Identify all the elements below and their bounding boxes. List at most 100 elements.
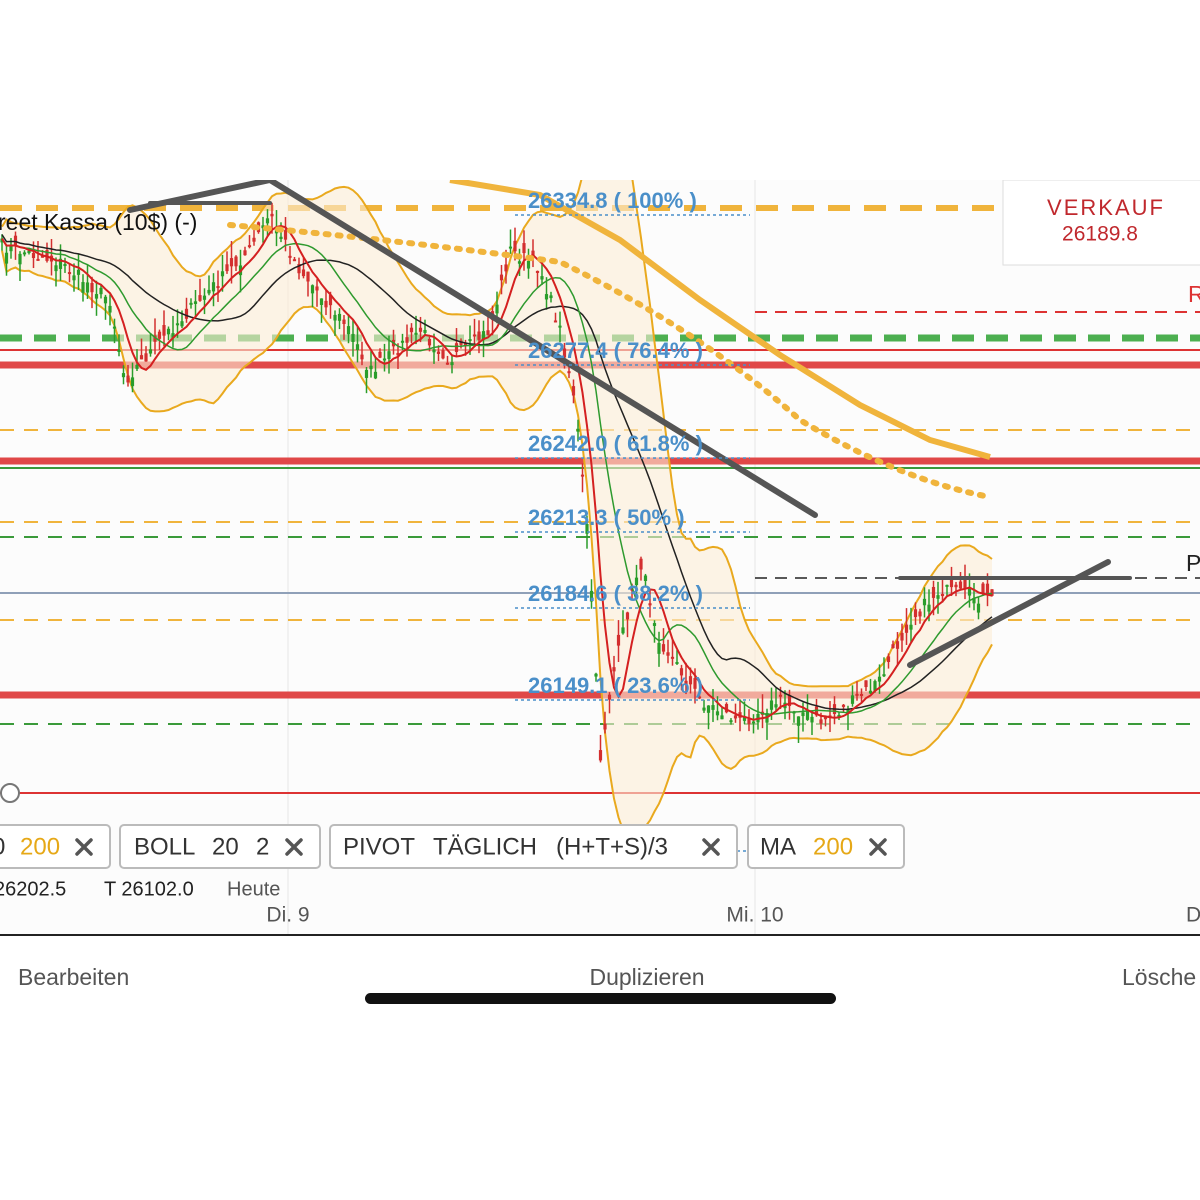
candle xyxy=(990,589,994,596)
candle xyxy=(540,276,544,280)
indicator-chip[interactable] xyxy=(747,824,905,869)
indicator-chip[interactable] xyxy=(119,824,321,869)
chip-text: 0 xyxy=(0,833,5,860)
candle xyxy=(409,327,414,333)
candle xyxy=(774,704,778,708)
candle xyxy=(967,588,972,596)
candle xyxy=(45,250,49,261)
candle xyxy=(175,323,180,326)
candle xyxy=(351,333,355,342)
candle xyxy=(193,301,198,304)
candle xyxy=(927,604,931,612)
sell-price: 26189.8 xyxy=(1062,223,1138,246)
candle xyxy=(414,332,418,335)
candle xyxy=(396,352,400,356)
chip-text: TÄGLICH xyxy=(433,833,537,860)
candle xyxy=(324,300,328,308)
chip-text: MA xyxy=(760,833,796,860)
candle xyxy=(58,258,63,269)
indicator-chip[interactable] xyxy=(329,824,738,869)
candle xyxy=(445,362,450,365)
candle xyxy=(9,245,13,252)
close-icon[interactable] xyxy=(285,838,303,856)
candle xyxy=(823,716,828,720)
candle xyxy=(715,711,720,716)
candle xyxy=(333,314,337,321)
chip-text: 2 xyxy=(256,833,269,860)
candle xyxy=(405,337,409,343)
candle xyxy=(76,269,81,275)
chip-text: 200 xyxy=(20,833,60,860)
ma-black xyxy=(1,234,993,711)
toolbar-button[interactable]: Bearbeiten xyxy=(18,964,129,990)
candle xyxy=(112,326,117,329)
indicator-chip[interactable] xyxy=(0,824,111,869)
candle xyxy=(85,282,90,293)
candle xyxy=(751,721,756,724)
candle xyxy=(427,338,432,346)
candle xyxy=(549,295,553,299)
close-icon[interactable] xyxy=(702,838,720,856)
candle xyxy=(423,329,427,333)
toolbar-button[interactable]: Duplizieren xyxy=(589,964,704,990)
info: Heute xyxy=(227,878,280,900)
x-label: Di. 9 xyxy=(266,904,309,927)
candle xyxy=(778,694,783,697)
instrument: reet Kassa (10$) (-) xyxy=(0,209,197,235)
candle xyxy=(252,237,256,242)
candle xyxy=(963,578,967,589)
candle xyxy=(315,286,319,291)
candle xyxy=(589,590,594,602)
candle xyxy=(463,343,468,346)
candle xyxy=(103,296,108,304)
candle xyxy=(868,690,873,694)
ma-dotted xyxy=(227,222,993,500)
candle xyxy=(220,271,225,277)
x-label: D xyxy=(1186,904,1200,927)
candle xyxy=(162,325,166,336)
candle xyxy=(675,661,679,664)
candle xyxy=(531,250,535,257)
candle xyxy=(621,627,625,634)
candle xyxy=(13,235,18,246)
bollinger-fill xyxy=(2,180,992,840)
candle xyxy=(36,258,40,261)
candle xyxy=(31,253,36,259)
candle xyxy=(513,240,517,252)
sell-label: VERKAUF xyxy=(1047,195,1165,220)
candle xyxy=(355,344,360,350)
toolbar-button[interactable]: Lösche xyxy=(1122,964,1196,990)
handle[interactable] xyxy=(0,783,20,803)
candle xyxy=(337,313,342,321)
candle xyxy=(571,386,576,396)
sell-box[interactable] xyxy=(1002,180,1200,266)
candle xyxy=(171,333,175,338)
trend-lines xyxy=(127,180,1132,668)
candle xyxy=(706,705,711,713)
close-icon[interactable] xyxy=(75,838,93,856)
chip-text: PIVOT xyxy=(343,833,415,860)
candle xyxy=(954,584,958,588)
candle xyxy=(229,258,234,267)
candle xyxy=(981,583,985,594)
candle xyxy=(117,350,121,353)
close-icon[interactable] xyxy=(869,838,887,856)
fib-label: 26149.1 ( 23.6% ) xyxy=(528,673,703,698)
candle xyxy=(216,286,220,289)
candle xyxy=(661,644,666,652)
candle xyxy=(913,609,918,618)
candle xyxy=(189,302,193,305)
candle xyxy=(81,282,85,293)
candle xyxy=(306,271,310,282)
candle xyxy=(576,428,580,432)
candle xyxy=(279,236,283,240)
candle xyxy=(342,319,346,325)
candle xyxy=(643,575,648,582)
candle xyxy=(40,255,45,258)
candle xyxy=(684,680,688,685)
candle xyxy=(958,581,963,589)
candle xyxy=(850,695,855,704)
candle xyxy=(27,250,31,254)
candle xyxy=(180,321,184,327)
